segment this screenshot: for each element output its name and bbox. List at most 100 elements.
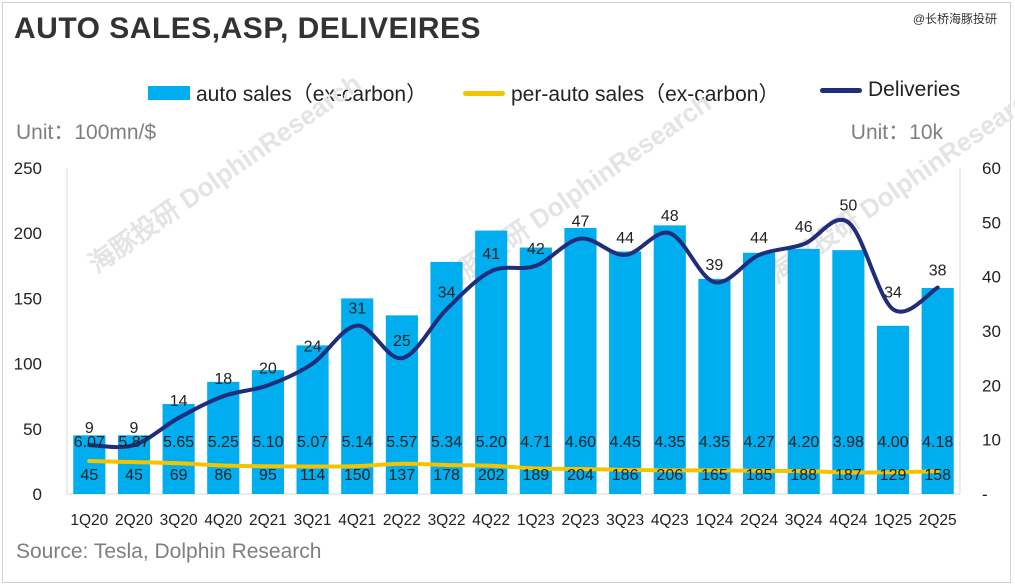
y-tick-left: 100 xyxy=(14,355,42,374)
bar-value-label: 202 xyxy=(478,467,505,484)
bar-value-label: 158 xyxy=(924,467,951,484)
x-tick-label: 2Q22 xyxy=(383,512,421,529)
bar-value-label: 45 xyxy=(125,467,143,484)
bar-value-label: 45 xyxy=(80,467,98,484)
legend: auto sales（ex-carbon） per-auto sales（ex-… xyxy=(0,78,1015,108)
y-tick-left: 250 xyxy=(14,159,42,178)
bar-value-label: 114 xyxy=(300,467,326,484)
deliveries-value-label: 20 xyxy=(259,360,277,377)
asp-value-label: 5.87 xyxy=(118,434,149,451)
asp-value-label: 5.07 xyxy=(297,434,328,451)
deliveries-value-label: 34 xyxy=(438,284,456,301)
x-tick-label: 4Q22 xyxy=(472,512,510,529)
y-tick-right: - xyxy=(982,485,988,504)
legend-swatch-auto-sales xyxy=(148,86,190,100)
asp-value-label: 4.27 xyxy=(744,434,775,451)
bar-value-label: 186 xyxy=(612,467,639,484)
y-tick-right: 10 xyxy=(982,431,1001,450)
unit-right-label: Unit：10k xyxy=(850,121,943,144)
deliveries-value-label: 44 xyxy=(750,230,768,247)
bar-value-label: 69 xyxy=(170,467,188,484)
deliveries-value-label: 34 xyxy=(884,284,902,301)
bar-value-label: 206 xyxy=(656,467,683,484)
x-tick-label: 2Q25 xyxy=(919,512,957,529)
x-tick-label: 3Q21 xyxy=(294,512,332,529)
asp-value-label: 5.14 xyxy=(342,434,373,451)
legend-label-deliveries: Deliveries xyxy=(868,78,961,101)
deliveries-value-label: 42 xyxy=(527,241,545,258)
asp-value-label: 4.00 xyxy=(877,434,908,451)
y-tick-left: 50 xyxy=(23,420,42,439)
x-tick-label: 1Q23 xyxy=(517,512,555,529)
deliveries-value-label: 31 xyxy=(348,301,366,318)
x-tick-label: 1Q24 xyxy=(695,512,733,529)
legend-swatch-deliveries xyxy=(820,87,862,93)
asp-value-label: 4.71 xyxy=(520,434,551,451)
y-tick-left: 0 xyxy=(33,485,42,504)
legend-item-deliveries: Deliveries xyxy=(820,78,960,102)
x-tick-label: 2Q21 xyxy=(249,512,287,529)
bar-auto-sales xyxy=(653,225,686,494)
x-tick-label: 4Q24 xyxy=(829,512,867,529)
bar-value-label: 189 xyxy=(522,467,549,484)
deliveries-value-label: 39 xyxy=(706,257,724,274)
bar-auto-sales xyxy=(609,251,642,494)
deliveries-value-label: 41 xyxy=(482,246,500,263)
bar-auto-sales xyxy=(519,247,552,494)
asp-value-label: 4.45 xyxy=(610,434,641,451)
line-asp xyxy=(87,459,940,475)
deliveries-value-label: 9 xyxy=(130,420,139,437)
deliveries-value-label: 25 xyxy=(393,333,411,350)
bar-value-label: 165 xyxy=(701,467,728,484)
source-note: Source: Tesla, Dolphin Research xyxy=(16,540,322,563)
bar-value-label: 178 xyxy=(433,467,460,484)
bar-value-label: 150 xyxy=(344,467,371,484)
x-tick-label: 1Q20 xyxy=(70,512,108,529)
asp-value-label: 3.98 xyxy=(833,434,864,451)
chart-title: AUTO SALES,ASP, DELIVEIRES xyxy=(14,12,481,45)
legend-item-asp: per-auto sales（ex-carbon） xyxy=(463,78,779,108)
y-tick-right: 60 xyxy=(982,159,1001,178)
deliveries-value-label: 47 xyxy=(572,214,590,231)
x-tick-label: 1Q25 xyxy=(874,512,912,529)
legend-label-auto-sales: auto sales（ex-carbon） xyxy=(196,83,428,106)
y-tick-right: 40 xyxy=(982,268,1001,287)
line-deliveries xyxy=(87,218,940,450)
x-tick-label: 2Q24 xyxy=(740,512,778,529)
deliveries-value-label: 14 xyxy=(170,393,188,410)
asp-value-label: 5.10 xyxy=(252,434,283,451)
y-tick-left: 150 xyxy=(14,289,42,308)
asp-value-label: 4.20 xyxy=(788,434,819,451)
asp-value-label: 5.65 xyxy=(163,434,194,451)
asp-value-label: 4.35 xyxy=(654,434,685,451)
y-tick-right: 20 xyxy=(982,376,1001,395)
bar-auto-sales xyxy=(251,370,284,494)
bar-auto-sales xyxy=(832,250,865,494)
deliveries-value-label: 18 xyxy=(214,371,232,388)
x-tick-label: 3Q22 xyxy=(428,512,466,529)
bar-auto-sales xyxy=(698,278,731,494)
y-tick-right: 30 xyxy=(982,322,1001,341)
brand-label: @长桥海豚投研 xyxy=(912,12,997,26)
bar-value-label: 185 xyxy=(746,467,773,484)
unit-left-label: Unit：100mn/$ xyxy=(16,121,157,144)
legend-label-asp: per-auto sales（ex-carbon） xyxy=(511,83,780,106)
bar-auto-sales xyxy=(787,248,820,494)
x-tick-label: 2Q23 xyxy=(562,512,600,529)
bar-auto-sales xyxy=(921,287,954,494)
y-tick-left: 200 xyxy=(14,224,42,243)
x-tick-label: 4Q20 xyxy=(204,512,242,529)
asp-value-label: 4.60 xyxy=(565,434,596,451)
asp-value-label: 5.20 xyxy=(476,434,507,451)
asp-value-label: 4.35 xyxy=(699,434,730,451)
asp-value-label: 4.18 xyxy=(922,434,953,451)
deliveries-value-label: 46 xyxy=(795,219,813,236)
asp-value-label: 5.25 xyxy=(208,434,239,451)
x-tick-label: 2Q20 xyxy=(115,512,153,529)
deliveries-value-label: 9 xyxy=(85,420,94,437)
x-tick-label: 4Q23 xyxy=(651,512,689,529)
bar-value-label: 137 xyxy=(389,467,416,484)
asp-value-label: 6.07 xyxy=(74,434,105,451)
deliveries-value-label: 24 xyxy=(304,339,322,356)
